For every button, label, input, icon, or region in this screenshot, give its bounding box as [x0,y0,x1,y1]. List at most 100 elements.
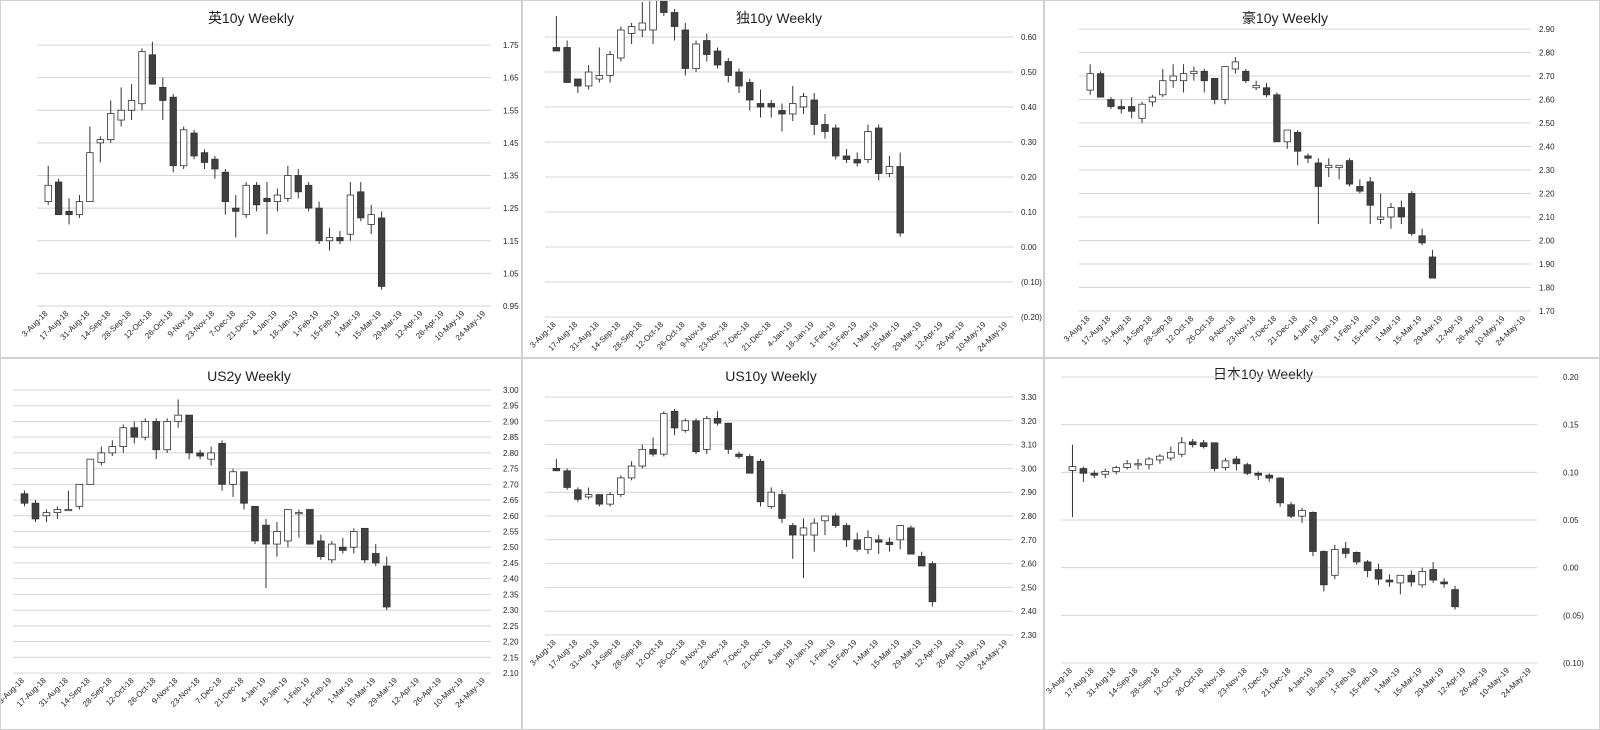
candle-body-up [606,54,614,76]
candle [831,124,840,160]
y-tick-label: 2.60 [1021,560,1037,569]
candle [1331,544,1339,580]
candle-body-down [810,99,818,125]
candle-body-up [119,427,128,447]
candle [896,152,904,237]
y-tick-label: 2.90 [503,417,519,426]
y-tick-label: 2.80 [1021,512,1037,521]
candle-body-down [853,539,861,550]
candle-body-down [649,448,657,455]
candle-body-up [1179,73,1188,82]
candle-body-down [1096,73,1105,98]
candle [119,424,128,453]
candle [713,411,722,426]
candle-body-down [670,410,679,429]
candle [670,408,679,436]
candle [163,418,171,453]
candle-body-up [295,512,303,515]
candle [1079,466,1088,482]
candle [180,126,188,169]
candle-body-up [273,194,282,202]
y-tick-label: 2.35 [503,590,519,599]
candle-body-down [317,540,325,558]
candle [789,86,797,121]
candle [853,532,861,552]
candle-body-down [1210,442,1219,469]
y-tick-label: (0.10) [1021,278,1042,287]
candle-body-down [874,127,883,174]
candle-body-down [159,87,167,101]
candle-body-down [65,210,73,216]
candle [831,513,840,528]
candle [86,126,94,203]
candle [127,84,136,121]
candle-body-up [138,51,146,105]
candle-body-down [1397,207,1405,218]
candle [1232,456,1241,471]
y-tick-label: 1.55 [503,106,519,115]
candle [349,528,358,554]
candle-body-up [810,522,818,536]
y-tick-label: 2.95 [503,402,519,411]
candle [284,509,292,548]
candle [148,41,157,85]
candle-body-down [360,527,369,561]
candle [842,523,851,547]
candle-body-up [86,152,94,203]
candle [1366,177,1374,225]
candle-body-down [305,184,313,209]
candle-body-up [1396,574,1405,584]
candle-body-up [1145,458,1153,466]
candle [563,468,571,490]
candle-body-up [1190,70,1198,75]
candle [360,527,369,563]
candle [1314,158,1322,225]
y-tick-label: 3.00 [503,386,519,395]
candle-body-up [584,494,593,498]
y-tick-label: 1.35 [503,172,519,181]
candle [328,540,336,563]
candle [1200,68,1208,93]
us-10y-chart-panel: US10y Weekly 2.30 2.40 2.50 2.60 2.70 2.80 2.90… [522,358,1044,730]
candle [107,100,115,143]
candle-body-down [1345,160,1354,185]
y-tick-label: 0.00 [1021,243,1037,252]
y-tick-label: 2.55 [503,528,519,537]
candle [681,418,690,433]
candle-body-up [617,29,625,59]
candle-body-up [595,75,604,80]
candle-body-up [896,525,904,541]
candle [692,418,700,455]
candle-body-down [315,207,323,242]
candle-body-up [207,452,215,460]
chart-svg: US10y Weekly 2.30 2.40 2.50 2.60 2.70 2.80 2.90… [528,368,1037,671]
candle [284,165,292,202]
y-tick-label: 2.80 [503,449,519,458]
candle-body-down [746,456,754,474]
candle [1177,437,1186,458]
candle [1138,101,1146,123]
chart-title: US10y Weekly [725,368,817,384]
candle [152,418,161,460]
candle-body-up [703,418,711,450]
candle [1352,551,1361,565]
candle [141,418,150,441]
y-tick-label: 0.40 [1021,103,1037,112]
candle [86,458,95,485]
candle-body-down [831,515,840,526]
candle-body-down [169,96,177,167]
candle [638,2,647,37]
candle-body-down [692,420,700,453]
candle [1112,465,1120,475]
candle-body-down [552,468,561,472]
candle-body-up [346,194,354,235]
candle [552,16,561,52]
candle-body-up [163,421,171,451]
candle [262,518,270,589]
candle [1418,228,1426,246]
candle-body-down [339,546,347,551]
y-tick-label: 2.30 [503,606,519,615]
candle [108,440,117,457]
y-tick-label: 1.25 [503,204,519,213]
candle-body-up [584,71,593,87]
